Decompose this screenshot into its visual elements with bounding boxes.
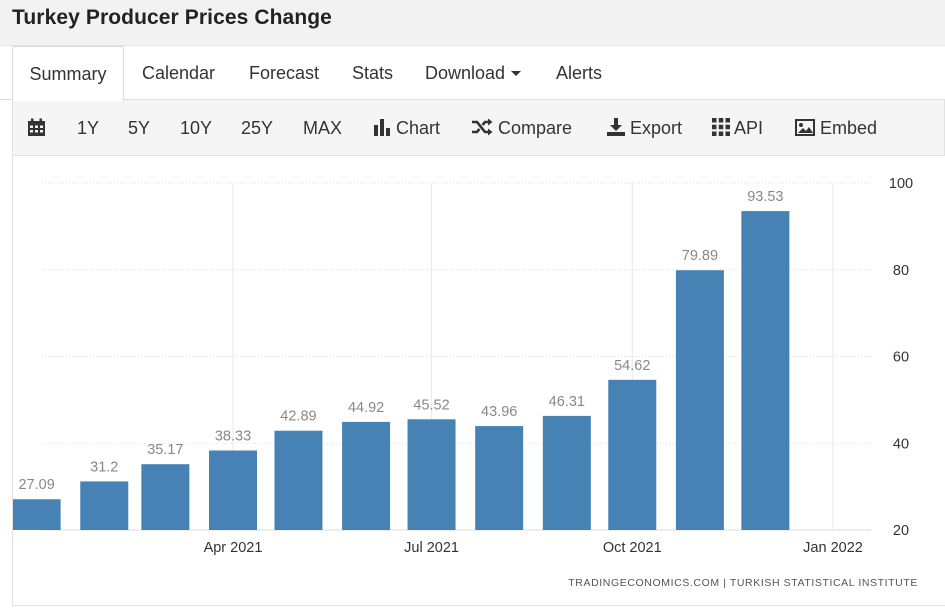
x-tick-label: Jul 2021 [404, 540, 459, 556]
chart-button-label: Chart [396, 118, 441, 138]
bar [141, 464, 190, 530]
data-label: 79.89 [682, 248, 718, 264]
bar [209, 450, 257, 530]
chart-toolbar: 1Y 5Y 10Y 25Y MAX Chart Compare Export A… [12, 100, 945, 156]
chart-button[interactable]: Chart [373, 100, 440, 156]
page-title: Turkey Producer Prices Change [12, 6, 332, 29]
compare-button-label: Compare [498, 118, 573, 138]
data-label: 54.62 [614, 358, 650, 374]
tab-summary[interactable]: Summary [12, 46, 124, 101]
calendar-icon[interactable] [27, 100, 46, 156]
bar [407, 419, 456, 530]
shuffle-icon [472, 118, 493, 136]
range-10y-button[interactable]: 10Y [180, 118, 213, 138]
range-25y-button[interactable]: 25Y [241, 118, 274, 138]
api-button-label: API [734, 118, 764, 138]
chevron-down-icon [511, 70, 522, 76]
data-label: 44.92 [348, 400, 384, 416]
data-label: 38.33 [215, 428, 251, 444]
bar [475, 426, 524, 530]
bar-chart: 27.09 31.2 35.17 38.33 42.89 44.92 45.52 43.96 4… [13, 176, 913, 556]
range-1y-button[interactable]: 1Y [77, 118, 100, 138]
y-tick-label: 20 [893, 523, 909, 539]
download-icon [607, 118, 625, 137]
bar [13, 499, 61, 530]
export-button-label: Export [630, 118, 683, 138]
x-tick-label: Jan 2022 [803, 540, 863, 556]
embed-button[interactable]: Embed [795, 100, 877, 156]
data-label: 42.89 [280, 409, 316, 425]
data-label: 43.96 [481, 404, 517, 420]
api-button[interactable]: API [712, 100, 763, 156]
embed-button-label: Embed [820, 118, 878, 138]
range-5y-button[interactable]: 5Y [128, 118, 151, 138]
bar [675, 270, 724, 530]
data-label: 27.09 [18, 477, 54, 493]
data-label: 45.52 [413, 397, 449, 413]
bar [274, 430, 323, 530]
x-tick-label: Oct 2021 [603, 540, 662, 556]
y-tick-label: 60 [893, 350, 909, 366]
y-tick-label: 40 [893, 436, 909, 452]
chart-area: 27.09 31.2 35.17 38.33 42.89 44.92 45.52 43.96 4… [12, 156, 945, 606]
bar [542, 415, 591, 530]
range-max-button[interactable]: MAX [303, 118, 343, 138]
tab-forecast[interactable]: Forecast [249, 63, 320, 83]
bar [741, 211, 790, 530]
x-tick-label: Apr 2021 [204, 540, 263, 556]
grid-icon [712, 118, 730, 137]
y-tick-label: 80 [893, 263, 909, 279]
title-bar: Turkey Producer Prices Change [0, 0, 945, 46]
bar [342, 421, 391, 530]
data-label: 35.17 [147, 442, 183, 458]
y-tick-label: 100 [889, 176, 913, 192]
bar [80, 481, 129, 530]
tab-download-label: Download [425, 63, 506, 83]
data-label: 46.31 [549, 394, 585, 410]
data-label: 93.53 [747, 189, 783, 205]
tab-bar: Summary Calendar Forecast Stats Download… [0, 46, 945, 101]
tab-stats[interactable]: Stats [352, 63, 394, 83]
tab-download[interactable]: Download [425, 46, 522, 100]
bar-chart-icon [374, 119, 390, 137]
export-button[interactable]: Export [607, 100, 682, 156]
chart-source: TRADINGECONOMICS.COM | TURKISH STATISTIC… [568, 577, 918, 589]
tab-calendar[interactable]: Calendar [142, 63, 216, 83]
tab-alerts[interactable]: Alerts [556, 63, 603, 83]
data-label: 31.2 [90, 459, 118, 475]
image-icon [795, 118, 815, 136]
bar [608, 379, 657, 530]
compare-button[interactable]: Compare [471, 100, 572, 156]
